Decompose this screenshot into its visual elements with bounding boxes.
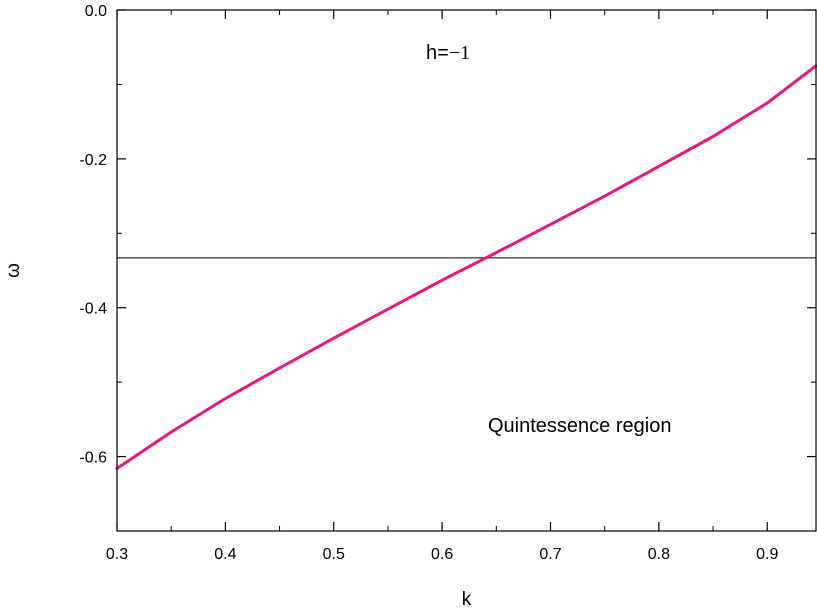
y-tick-label: -0.4 — [79, 301, 107, 318]
x-tick-label: 0.5 — [323, 546, 345, 563]
y-tick-label: 0.0 — [85, 3, 107, 20]
x-tick-labels: 0.3 0.4 0.5 0.6 0.7 0.8 0.9 — [106, 546, 779, 563]
y-tick-label: -0.2 — [79, 152, 107, 169]
x-tick-label: 0.9 — [756, 546, 778, 563]
annotation-h-main: h= — [426, 42, 449, 64]
annotation-quintessence-region: Quintessence region — [488, 415, 671, 437]
y-axis-title: ω — [3, 263, 24, 278]
series-layer — [115, 64, 817, 470]
x-tick-label: 0.6 — [431, 546, 453, 563]
x-tick-label: 0.3 — [106, 546, 128, 563]
x-tick-label: 0.4 — [214, 546, 236, 563]
series-line — [115, 64, 817, 470]
y-tick-label: -0.6 — [79, 450, 107, 467]
x-tick-label: 0.7 — [539, 546, 561, 563]
x-axis-title: k — [462, 589, 472, 610]
x-tick-label: 0.8 — [648, 546, 670, 563]
y-tick-labels: 0.0 -0.2 -0.4 -0.6 — [79, 3, 107, 467]
annotation-h: h=−1 — [426, 42, 470, 64]
tick-marks — [116, 9, 816, 532]
annotation-h-value: −1 — [449, 42, 470, 64]
plot-frame — [116, 9, 817, 532]
